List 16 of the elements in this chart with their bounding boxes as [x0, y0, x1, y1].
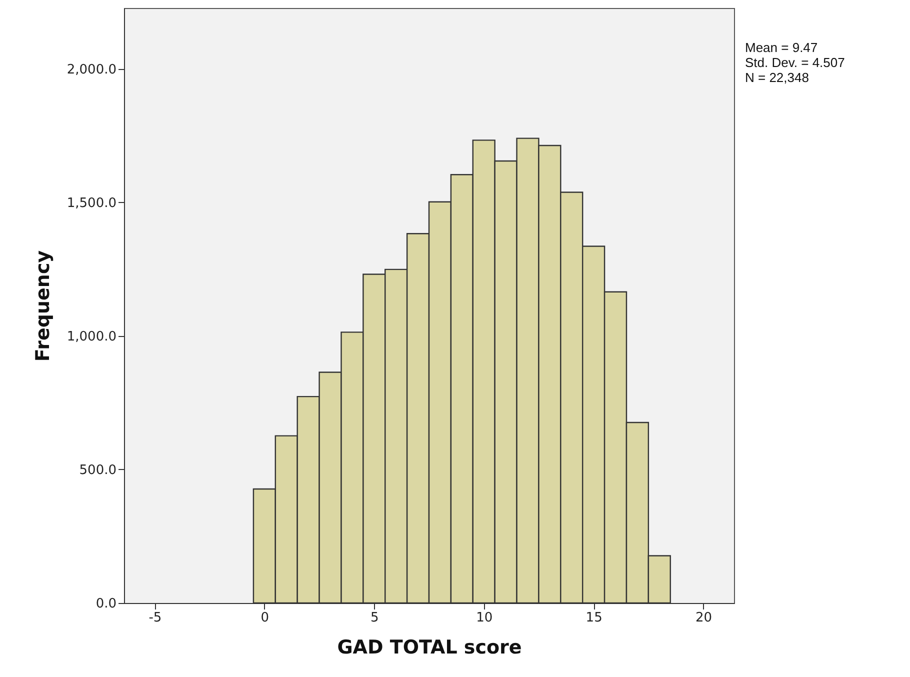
- y-tick-label: 2,000.0: [66, 62, 116, 78]
- x-axis-title: GAD TOTAL score: [337, 636, 522, 658]
- text: Std. Dev. = 4.507: [745, 55, 845, 70]
- x-tick-label: -5: [148, 610, 162, 626]
- x-tick-label: 15: [586, 610, 602, 626]
- x-tick-label: 20: [696, 610, 712, 626]
- x-tick-label: 0: [260, 610, 270, 626]
- y-tick-label: 1,000.0: [66, 329, 116, 344]
- y-tick-label: 0.0: [96, 596, 116, 612]
- text: N = 22,348: [745, 70, 810, 85]
- y-tick-label: 1,500.0: [66, 196, 116, 211]
- x-tick-label: 10: [476, 610, 493, 626]
- x-tick-label: 5: [370, 610, 379, 626]
- text: Mean = 9.47: [745, 40, 819, 55]
- y-tick-label: 500.0: [79, 462, 116, 478]
- y-axis-title: Frequency: [32, 250, 54, 362]
